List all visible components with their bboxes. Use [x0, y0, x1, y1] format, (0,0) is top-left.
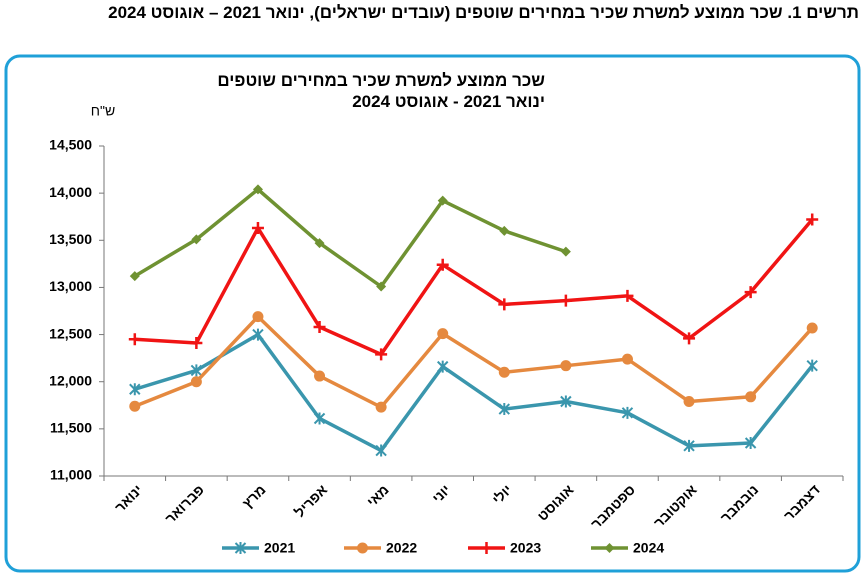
- legend-label: 2021: [264, 540, 295, 556]
- marker: [436, 258, 449, 271]
- legend-label: 2022: [386, 540, 417, 556]
- marker: [190, 337, 203, 350]
- x-tick-label: יוני: [429, 481, 454, 506]
- y-tick-label: 13,000: [49, 278, 92, 294]
- marker: [129, 271, 140, 282]
- marker: [375, 348, 388, 361]
- marker: [252, 184, 263, 195]
- marker: [806, 213, 819, 226]
- x-tick-label: מאי: [364, 481, 392, 509]
- marker: [560, 395, 572, 408]
- marker: [252, 311, 264, 323]
- marker: [128, 333, 141, 346]
- marker: [191, 234, 202, 245]
- marker: [560, 360, 572, 372]
- marker: [745, 391, 757, 403]
- marker: [499, 225, 510, 236]
- marker: [314, 238, 325, 249]
- marker: [252, 328, 264, 341]
- frame: [4, 54, 861, 573]
- marker: [560, 246, 571, 257]
- marker: [604, 543, 615, 553]
- series-line: [134, 314, 814, 409]
- marker: [375, 401, 387, 413]
- marker: [313, 321, 326, 334]
- marker: [683, 332, 696, 345]
- series-line: [133, 187, 567, 289]
- legend-label: 2023: [510, 540, 541, 556]
- marker: [129, 383, 141, 396]
- series-line: [134, 218, 814, 357]
- y-tick-label: 11,000: [50, 467, 92, 483]
- y-tick-label: 14,500: [49, 137, 92, 153]
- marker: [806, 359, 818, 372]
- marker: [744, 437, 757, 449]
- marker: [437, 195, 448, 206]
- marker: [683, 439, 695, 452]
- marker: [234, 542, 247, 554]
- marker: [498, 366, 510, 378]
- marker: [621, 406, 634, 419]
- marker: [357, 542, 368, 554]
- marker: [190, 364, 203, 377]
- marker: [683, 396, 695, 408]
- y-tick-label: 11,500: [50, 420, 92, 436]
- x-tick-label: יולי: [489, 481, 515, 507]
- subtitle-line: שכר ממוצע למשרת שכיר במחירים שוטפים: [217, 71, 545, 90]
- legend-label: 2024: [633, 540, 664, 556]
- y-tick-label: 12,500: [49, 325, 92, 341]
- subtitle-line: ינואר 2021 - אוגוסט 2024: [352, 92, 545, 111]
- marker: [498, 298, 511, 311]
- marker: [621, 289, 634, 302]
- marker: [480, 542, 493, 554]
- y-tick-label: 12,000: [49, 372, 92, 388]
- chart-title: שכר ממוצע למשרת שכיר במחירים שוטפים ינוא…: [195, 70, 545, 112]
- y-tick-label: 13,500: [49, 231, 92, 247]
- marker: [437, 360, 449, 373]
- x-tick-label: מרץ: [239, 481, 269, 511]
- marker: [437, 328, 449, 340]
- marker: [129, 400, 141, 412]
- marker: [313, 412, 326, 425]
- marker: [251, 222, 264, 235]
- marker: [376, 281, 387, 292]
- x-tick-label: אוקטובר: [650, 481, 700, 531]
- x-tick-label: נובמבר: [717, 481, 761, 525]
- marker: [314, 370, 326, 382]
- marker: [559, 294, 572, 307]
- y-axis-label: ש"ח: [91, 103, 115, 119]
- x-tick-label: אפריל: [291, 481, 330, 520]
- x-tick-label: אוגוסט: [534, 481, 577, 524]
- marker: [621, 353, 633, 365]
- marker: [190, 376, 202, 388]
- marker: [375, 444, 387, 457]
- x-tick-label: ינואר: [112, 481, 146, 515]
- figure-title: תרשים 1. שכר ממוצע למשרת שכיר במחירים שו…: [108, 3, 859, 22]
- marker: [744, 286, 757, 299]
- marker: [498, 403, 510, 416]
- marker: [806, 322, 818, 334]
- series-line: [134, 332, 814, 453]
- x-tick-label: ספטמבר: [588, 481, 639, 532]
- x-tick-label: פברואר: [162, 481, 207, 526]
- x-tick-label: דצמבר: [781, 481, 823, 523]
- y-tick-label: 14,000: [49, 184, 92, 200]
